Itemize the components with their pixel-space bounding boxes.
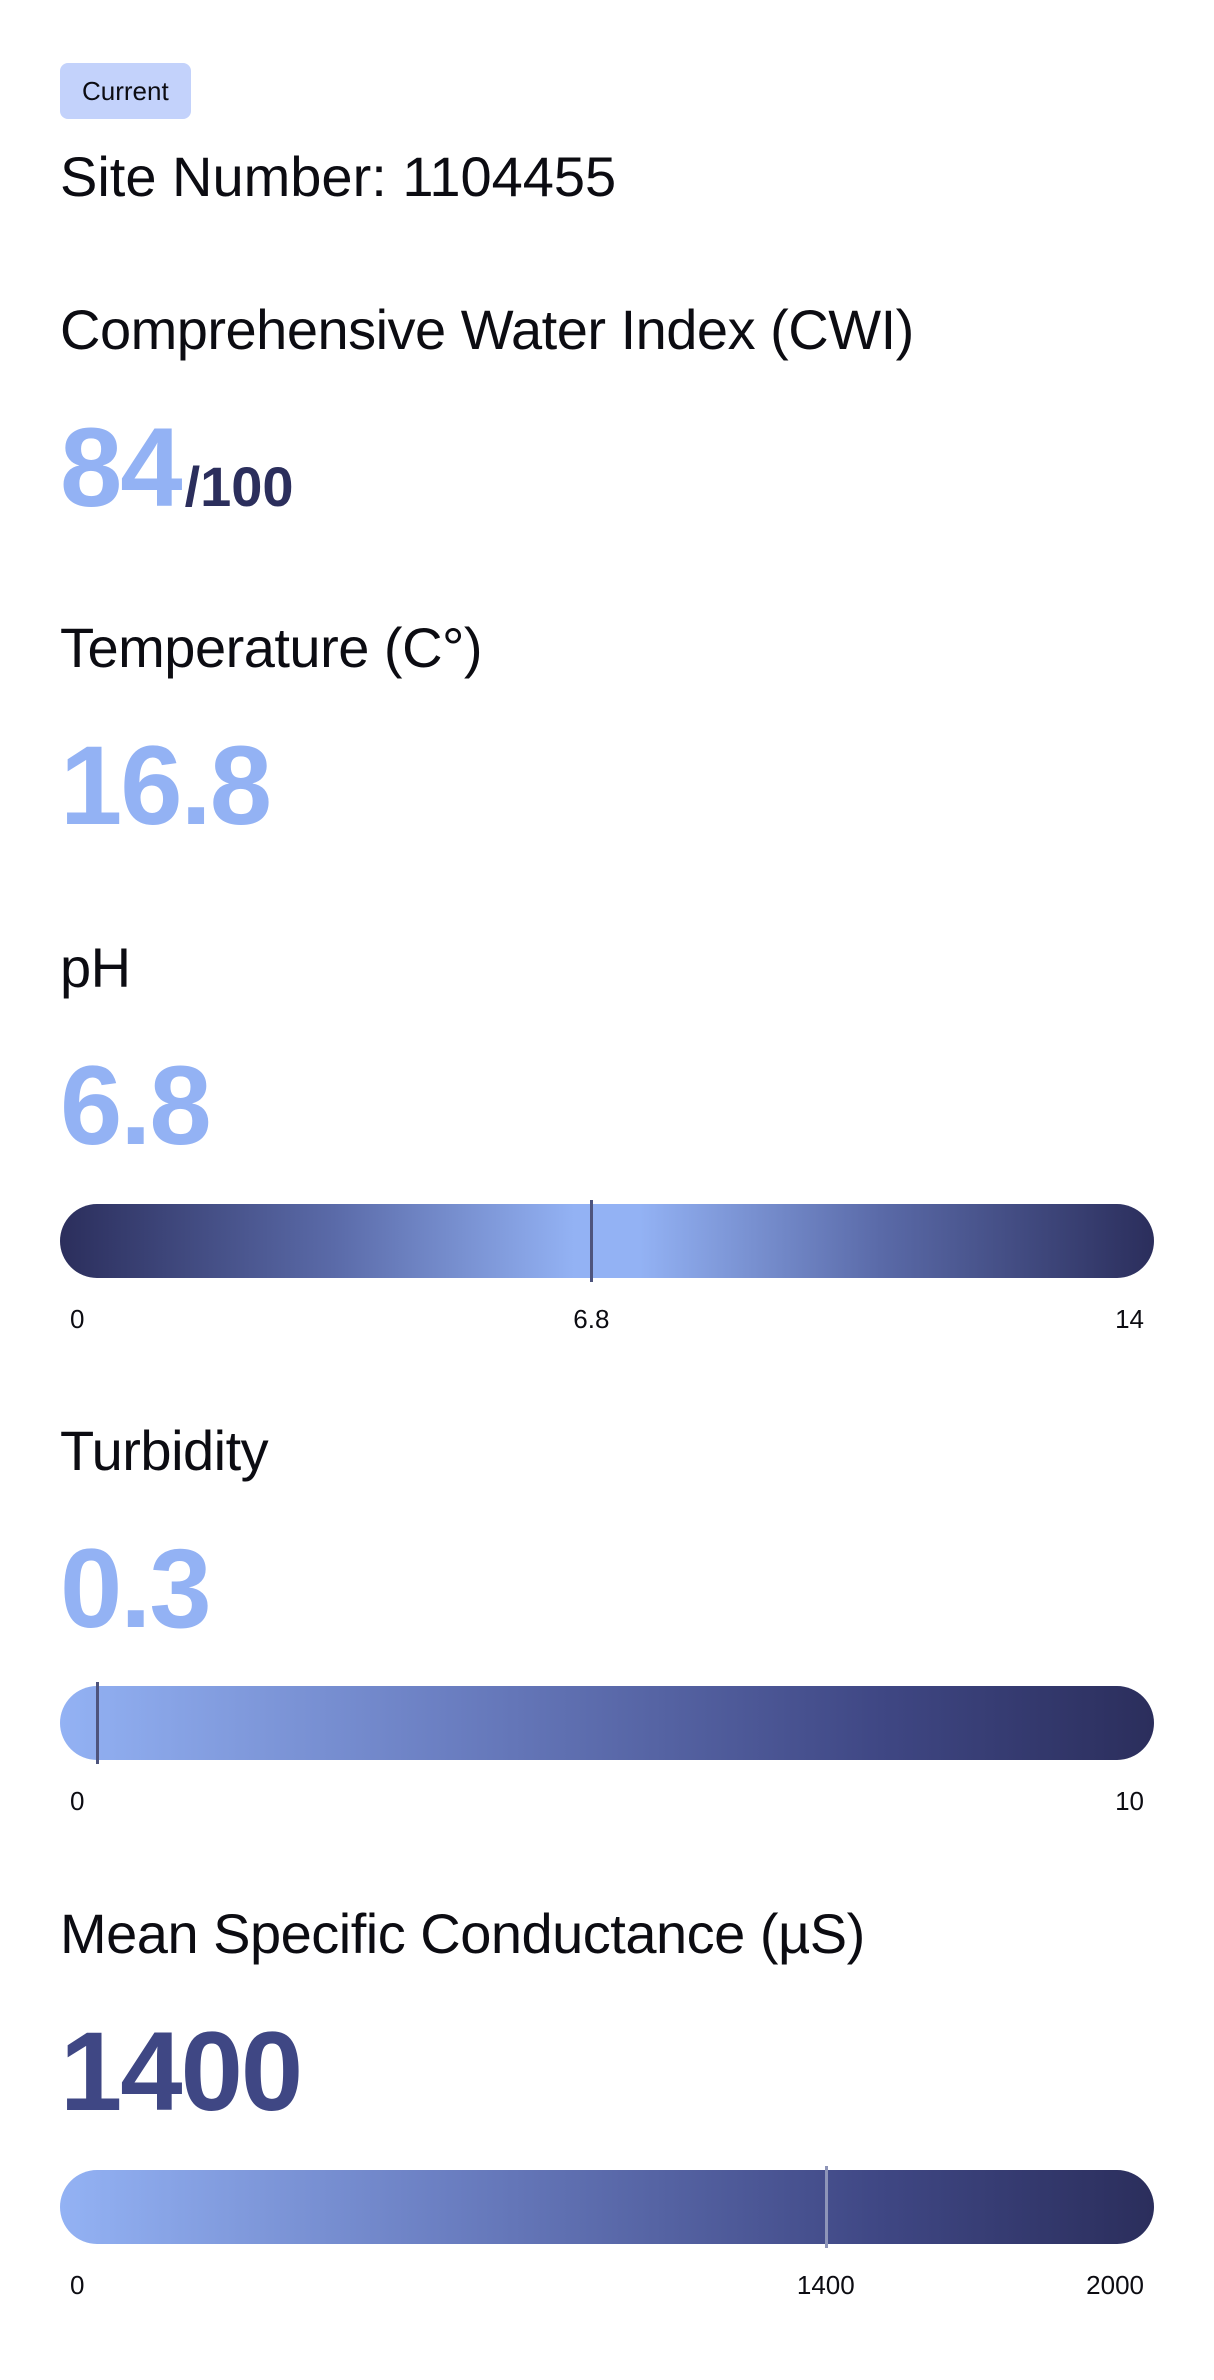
turbidity-scale-min: 0 — [70, 1786, 85, 1816]
ph-value: 6.8 — [60, 1043, 212, 1168]
turbidity-gauge-bar — [60, 1682, 1154, 1764]
temperature-title: Temperature (C°) — [60, 616, 483, 679]
conductance-scale-min: 0 — [70, 2270, 85, 2300]
conductance-gauge-marker — [824, 2166, 828, 2248]
ph-scale-max: 14 — [1115, 1304, 1144, 1334]
status-badge: Current — [60, 63, 191, 119]
cwi-value: 84 — [60, 405, 183, 530]
cwi-score: 84/100 — [60, 412, 294, 524]
temperature-value: 16.8 — [60, 723, 272, 848]
conductance-scale-max: 2000 — [1086, 2270, 1144, 2300]
ph-title: pH — [60, 936, 131, 999]
ph-scale-min: 0 — [70, 1304, 85, 1334]
ph-scale-value: 6.8 — [573, 1304, 610, 1334]
turbidity-gauge-marker — [96, 1682, 99, 1764]
conductance-title: Mean Specific Conductance (µS) — [60, 1902, 865, 1965]
turbidity-value: 0.3 — [60, 1526, 212, 1651]
conductance-gauge-bar — [60, 2166, 1154, 2248]
turbidity-title: Turbidity — [60, 1419, 269, 1482]
ph-gauge-marker — [590, 1200, 594, 1282]
cwi-out-of: /100 — [184, 455, 294, 518]
ph-gauge-bar — [60, 1200, 1154, 1282]
conductance-scale-value: 1400 — [796, 2270, 855, 2300]
turbidity-scale-max: 10 — [1115, 1786, 1144, 1816]
cwi-title: Comprehensive Water Index (CWI) — [60, 298, 914, 361]
conductance-value: 1400 — [60, 2009, 303, 2134]
site-number: Site Number: 1104455 — [60, 145, 617, 208]
